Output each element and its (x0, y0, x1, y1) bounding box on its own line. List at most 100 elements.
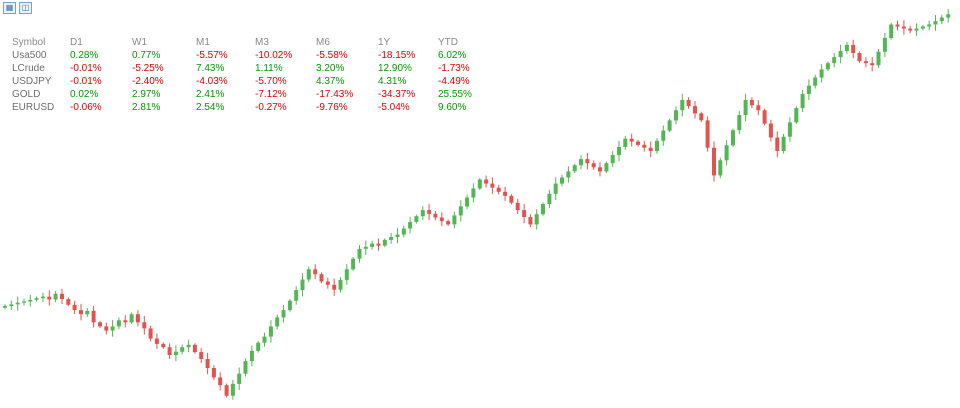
perf-value-cell: -17.43% (316, 89, 354, 100)
perf-value-cell: 1.11% (255, 63, 283, 74)
perf-value-cell: 6.02% (438, 50, 467, 61)
perf-value-cell: 4.31% (378, 76, 407, 87)
perf-value-cell: -10.02% (255, 50, 293, 61)
candle (547, 193, 552, 204)
candle (579, 159, 583, 166)
candle (268, 326, 273, 337)
candle (661, 130, 666, 141)
candle (382, 239, 387, 246)
candle (718, 160, 723, 176)
perf-value-cell: 2.97% (132, 89, 161, 100)
candle (79, 310, 83, 315)
candle (458, 206, 463, 216)
candle (844, 44, 849, 51)
candle (66, 299, 71, 305)
perf-value-cell: -5.58% (316, 50, 348, 61)
candle (895, 24, 900, 27)
candle (920, 26, 925, 29)
symbol-cell-eurusd[interactable]: EURUSD (12, 102, 55, 113)
candle (933, 21, 938, 25)
candle (610, 155, 615, 164)
perf-value-cell: -0.01% (70, 63, 102, 74)
candle (680, 100, 685, 111)
candle (794, 108, 799, 123)
candle (870, 63, 875, 66)
symbol-cell-gold[interactable]: GOLD (12, 89, 41, 100)
candle (642, 144, 647, 148)
candle (325, 281, 330, 285)
perf-value-cell: 2.54% (196, 102, 225, 113)
candle (439, 217, 444, 222)
candle (857, 53, 862, 62)
candle (452, 215, 457, 225)
candle (41, 296, 45, 299)
candle (876, 51, 881, 66)
candle (237, 373, 242, 384)
candle (617, 146, 621, 156)
perf-value-cell: 25.55% (438, 89, 472, 100)
table-header-w1: W1 (132, 37, 147, 48)
candle (408, 222, 413, 229)
candle (737, 115, 742, 131)
candle (313, 269, 318, 275)
candle (901, 26, 906, 29)
candle (889, 24, 894, 38)
perf-value-cell: -5.70% (255, 76, 287, 87)
candle (832, 57, 837, 64)
candle (15, 302, 20, 305)
candle (110, 326, 115, 331)
symbol-cell-lcrude[interactable]: LCrude (12, 63, 45, 74)
candle (768, 123, 773, 138)
candle (825, 63, 830, 70)
candle (192, 344, 197, 353)
candle (731, 130, 735, 146)
candle (104, 326, 109, 331)
performance-table: Symbol D1 W1 M1 M3 M6 1Y YTD Usa500 0.28% 0.77% -5.… (12, 36, 494, 114)
candle (116, 320, 121, 327)
candle (515, 202, 520, 211)
candle (712, 147, 716, 176)
candle (135, 314, 140, 323)
table-header-m1: M1 (196, 37, 210, 48)
perf-value-cell: -1.73% (438, 63, 470, 74)
candle (395, 234, 400, 237)
candle (541, 204, 545, 215)
candle (256, 342, 261, 351)
symbol-cell-usa500[interactable]: Usa500 (12, 50, 47, 61)
table-header-m6: M6 (316, 37, 330, 48)
candle (123, 320, 128, 323)
candle (509, 195, 514, 203)
candle (9, 304, 14, 306)
symbol-cell-usdjpy[interactable]: USDJPY (12, 76, 52, 87)
perf-value-cell: 7.43% (196, 63, 225, 74)
candle (572, 165, 577, 172)
table-toggle-button[interactable]: ▦ (3, 2, 16, 14)
candle (28, 299, 33, 302)
candle (98, 322, 102, 327)
candle (129, 314, 134, 323)
candle (528, 217, 533, 225)
perf-value-cell: -7.12% (255, 89, 287, 100)
candle (91, 310, 96, 323)
candle (275, 317, 280, 327)
candle (186, 344, 191, 348)
chart-toggle-button[interactable]: ◫ (19, 2, 32, 14)
candle (560, 177, 564, 184)
candle (446, 221, 451, 225)
candle (927, 24, 932, 27)
candle (180, 347, 185, 352)
candle (655, 140, 659, 151)
candle (205, 359, 210, 368)
candle (496, 187, 501, 192)
candle (351, 258, 356, 270)
candle (522, 210, 527, 217)
candle (249, 350, 254, 362)
candle (22, 301, 26, 303)
candle (161, 343, 166, 348)
candle (218, 377, 223, 386)
candle (319, 274, 324, 282)
perf-value-cell: -34.37% (378, 89, 416, 100)
perf-value-cell: -5.04% (378, 102, 410, 113)
candle (230, 383, 235, 396)
